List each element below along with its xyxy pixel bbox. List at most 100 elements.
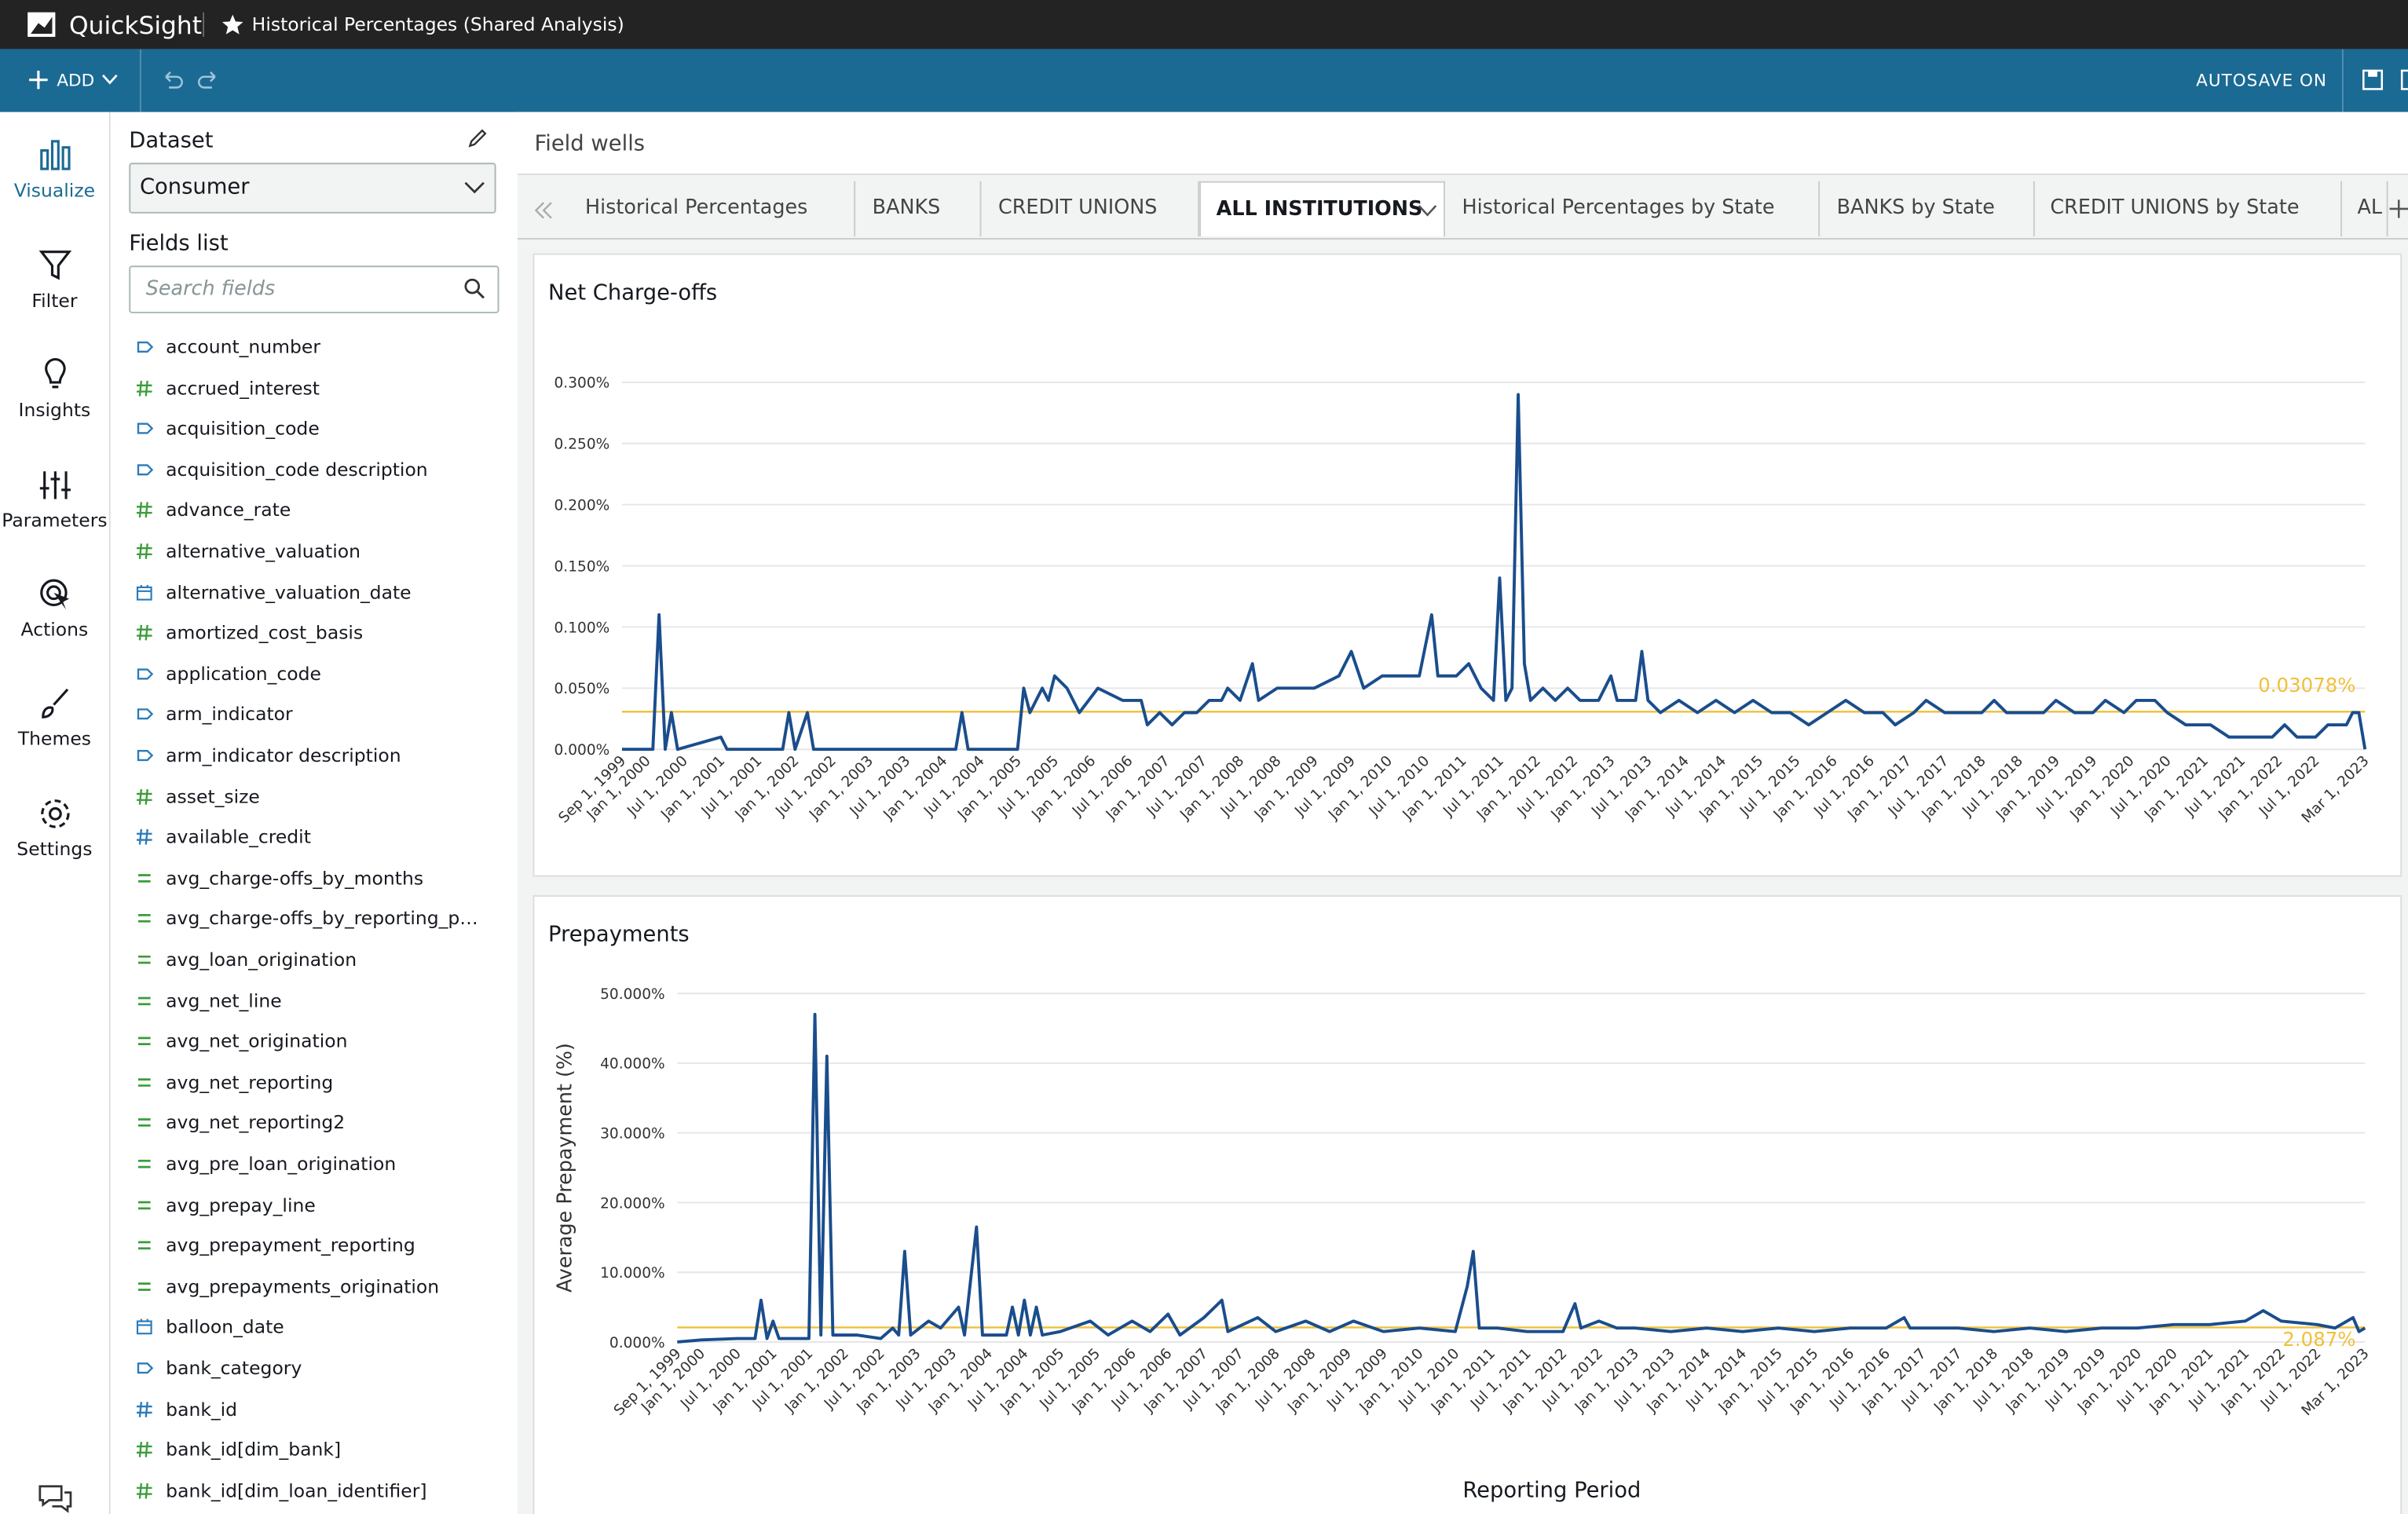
y-tick-label: 0.200%: [554, 498, 609, 514]
nav-item[interactable]: Insights: [0, 357, 109, 448]
y-tick-label: 0.000%: [554, 742, 609, 759]
add-button[interactable]: ADD: [57, 71, 94, 90]
sheet-tab[interactable]: Historical Percentages: [569, 181, 855, 236]
sheet-tab[interactable]: Historical Percentages by State: [1447, 181, 1820, 236]
field-type-icon: [135, 828, 153, 846]
x-axis-title: Reporting Period: [1462, 1478, 1641, 1502]
fields-panel: Dataset Consumer Fields list Search fiel…: [111, 112, 519, 1514]
field-type-icon: [135, 419, 153, 437]
measure-icon: [137, 380, 152, 396]
tab-label: BANKS: [873, 196, 941, 219]
nav-icon: [36, 685, 73, 722]
calculated-icon: [138, 1283, 151, 1289]
field-name: bank_id[dim_bank]: [166, 1439, 341, 1461]
star-icon[interactable]: [221, 14, 244, 35]
y-tick-label: 20.000%: [600, 1195, 665, 1212]
field-type-icon: [135, 378, 153, 397]
tab-scroll-left[interactable]: [533, 201, 554, 219]
nav-item[interactable]: Actions: [0, 576, 109, 667]
nav-item[interactable]: Themes: [0, 685, 109, 777]
add-sheet[interactable]: [2390, 199, 2408, 218]
field-name: acquisition_code description: [166, 459, 428, 480]
dataset-select[interactable]: Consumer: [129, 163, 496, 214]
search-box[interactable]: Search fields: [129, 265, 499, 313]
nav-item[interactable]: Parameters: [0, 466, 109, 558]
divider: [203, 13, 204, 37]
sheet-tab[interactable]: BANKS by State: [1821, 181, 2035, 236]
toolbar: ADD AUTOSAVE ON: [0, 49, 2408, 112]
sheet-tab[interactable]: ALL INSTITUTIONS: [1199, 181, 1445, 236]
dimension-icon: [138, 342, 152, 352]
field-type-icon: [135, 1114, 153, 1132]
tab-caret[interactable]: [1418, 204, 1437, 218]
y-tick-label: 30.000%: [600, 1126, 665, 1143]
add-caret[interactable]: [101, 74, 119, 86]
calculated-icon: [138, 1120, 151, 1126]
field-name: accrued_interest: [166, 377, 320, 398]
y-tick-label: 10.000%: [600, 1265, 665, 1282]
field-type-icon: [135, 1154, 153, 1172]
add-icon[interactable]: [27, 69, 49, 90]
dataset-selected: Consumer: [140, 175, 250, 199]
calculated-icon: [138, 1201, 151, 1208]
calculated-icon: [138, 916, 151, 922]
field-type-icon: [135, 746, 153, 764]
edit-icon[interactable]: [467, 127, 488, 148]
field-type-icon: [135, 542, 153, 560]
field-name: avg_net_origination: [166, 1030, 347, 1051]
sheet-tab[interactable]: AL: [2342, 181, 2388, 236]
visual-card[interactable]: Net Charge-offs0.000%0.050%0.100%0.150%0…: [533, 254, 2403, 877]
autosave-status[interactable]: AUTOSAVE ON: [2196, 71, 2327, 90]
divider: [2342, 49, 2344, 112]
field-name: avg_prepayments_origination: [166, 1276, 439, 1297]
field-type-icon: [135, 787, 153, 805]
field-type-icon: [135, 664, 153, 682]
sheet-tab[interactable]: BANKS: [857, 181, 981, 236]
field-name: available_credit: [166, 826, 311, 847]
field-name: avg_prepayment_reporting: [166, 1234, 415, 1256]
app-name[interactable]: QuickSight: [69, 11, 202, 40]
y-tick-label: 0.300%: [554, 375, 609, 392]
visual-card[interactable]: Prepayments0.000%10.000%20.000%30.000%40…: [533, 895, 2403, 1514]
nav-item[interactable]: Filter: [0, 247, 109, 339]
tab-label: CREDIT UNIONS: [998, 196, 1157, 219]
analysis-title: Historical Percentages (Shared Analysis): [252, 14, 624, 35]
field-name: balloon_date: [166, 1317, 284, 1338]
measure-icon: [137, 1401, 152, 1417]
field-name: acquisition_code: [166, 418, 320, 439]
calculated-icon: [138, 1079, 151, 1085]
nav-item[interactable]: Settings: [0, 795, 109, 887]
dimension-icon: [138, 1363, 152, 1373]
feedback-icon[interactable]: [37, 1483, 74, 1514]
measure-icon: [137, 788, 152, 804]
undo-redo[interactable]: [159, 71, 221, 92]
sheet-tab[interactable]: CREDIT UNIONS by State: [2035, 181, 2342, 236]
field-name: alternative_valuation_date: [166, 581, 411, 602]
nav-icon: [36, 137, 73, 174]
field-name: avg_pre_loan_origination: [166, 1153, 396, 1174]
logo: [26, 11, 57, 38]
field-wells-bar[interactable]: Field wells: [518, 112, 2408, 175]
data-line: [622, 394, 2365, 749]
y-tick-label: 0.000%: [609, 1335, 665, 1351]
field-name: application_code: [166, 663, 321, 684]
y-tick-label: 0.150%: [554, 558, 609, 575]
field-name: asset_size: [166, 785, 260, 806]
field-name: bank_id: [166, 1399, 237, 1420]
nav-icon: [36, 247, 73, 284]
field-type-icon: [135, 1440, 153, 1458]
measure-icon: [137, 1442, 152, 1457]
nav-item[interactable]: Visualize: [0, 137, 109, 229]
field-type-icon: [135, 705, 153, 723]
field-name: avg_prepay_line: [166, 1194, 316, 1215]
search-placeholder: Search fields: [146, 278, 275, 301]
sheet-tab[interactable]: CREDIT UNIONS: [983, 181, 1199, 236]
top-bar: QuickSight Historical Percentages (Share…: [0, 0, 2408, 49]
field-type-icon: [135, 338, 153, 356]
nav-label: Parameters: [2, 510, 107, 531]
search-icon: [464, 278, 485, 299]
reference-label: 2.087%: [2282, 1328, 2355, 1351]
save-icons[interactable]: [2362, 69, 2408, 92]
y-tick-label: 0.050%: [554, 681, 609, 697]
